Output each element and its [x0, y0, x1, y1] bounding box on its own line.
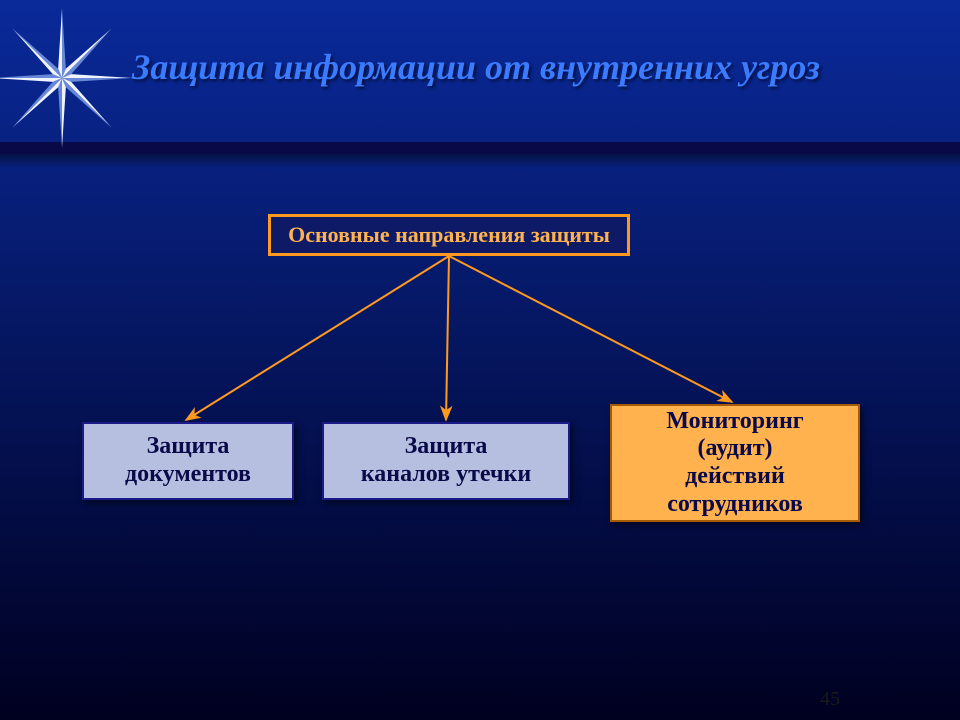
slide-title: Защита информации от внутренних угроз — [132, 46, 820, 88]
diagram-child-line: сотрудников — [666, 491, 803, 519]
diagram-arrows — [0, 0, 960, 720]
diagram-root: Основные направления защиты — [268, 214, 630, 256]
page-number: 45 — [820, 688, 840, 711]
diagram-child-line: Мониторинг — [666, 408, 803, 436]
diagram-child-docs: Защита документов — [82, 422, 294, 500]
diagram-child-line: каналов утечки — [361, 461, 531, 489]
diagram-child-line: Защита — [125, 433, 251, 461]
diagram-child-line: документов — [125, 461, 251, 489]
diagram-root-label: Основные направления защиты — [288, 222, 610, 248]
star-icon — [0, 6, 134, 150]
slide: Защита информации от внутренних угроз Ос… — [0, 0, 960, 720]
diagram-child-line: Защита — [361, 433, 531, 461]
header-divider — [0, 142, 960, 154]
header-divider-shadow — [0, 154, 960, 168]
diagram-child-line: действий — [666, 463, 803, 491]
diagram-child-monitoring: Мониторинг (аудит) действий сотрудников — [610, 404, 860, 522]
diagram-child-line: (аудит) — [666, 435, 803, 463]
diagram-child-channels: Защита каналов утечки — [322, 422, 570, 500]
